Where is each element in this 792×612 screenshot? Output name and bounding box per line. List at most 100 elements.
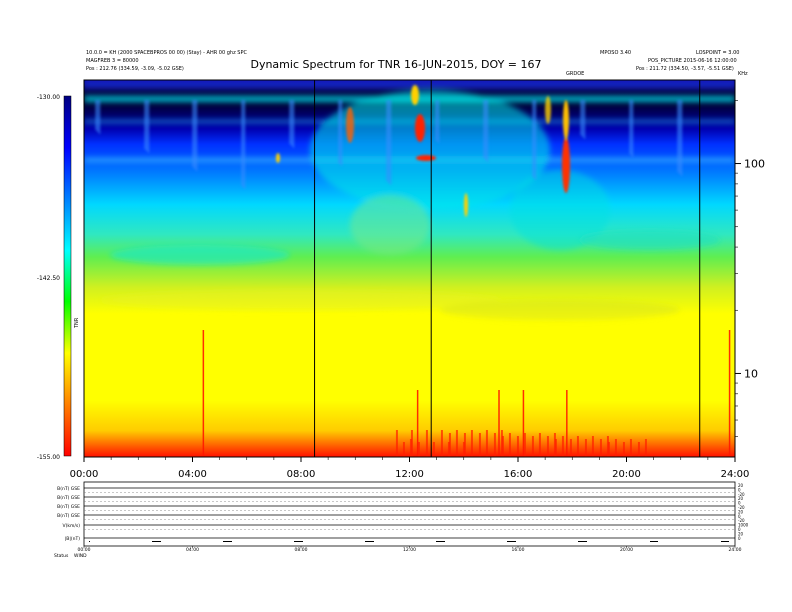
panel-right-tick: 0	[738, 487, 741, 492]
panel-dot	[584, 541, 585, 542]
panel-time-label: 24:00	[729, 547, 742, 553]
streak	[386, 100, 388, 181]
panel-dot	[368, 541, 369, 542]
streak	[243, 100, 245, 188]
streak	[244, 100, 246, 189]
colorbar: -130.00 -142.50 -155.00 TNR	[37, 94, 80, 461]
panel-right-tick: 20	[738, 531, 744, 536]
burst-grain	[546, 436, 549, 457]
panel-dot	[154, 541, 155, 542]
streak	[341, 100, 343, 166]
streak	[145, 100, 147, 150]
panel-dot	[155, 541, 156, 542]
panel-dot	[294, 541, 295, 542]
streak	[632, 100, 634, 157]
panel-dot	[650, 541, 651, 542]
panel-dot	[440, 541, 441, 542]
panel-dot	[160, 541, 161, 542]
streak	[580, 100, 582, 135]
panel-dot	[651, 541, 652, 542]
burst-grain	[500, 430, 503, 457]
panel-dot	[439, 541, 440, 542]
panel-right-tick: 20	[738, 496, 744, 501]
colorbar-tick-top: -130.00	[37, 94, 60, 101]
x-tick-label: 00:00	[70, 469, 99, 480]
streak	[98, 100, 100, 133]
burst-grain	[584, 439, 587, 457]
panel-dot	[724, 541, 725, 542]
streak	[339, 100, 341, 164]
panel-dot	[514, 541, 515, 542]
panel-dot	[725, 541, 726, 542]
panel-dot	[153, 541, 154, 542]
emission-small	[276, 153, 280, 163]
panel-dot	[723, 541, 724, 542]
panel-right-tick: 20	[738, 509, 744, 514]
panel-dot	[301, 541, 302, 542]
streak	[436, 100, 438, 141]
panel-dot	[371, 541, 372, 542]
colorbar-unit: TNR	[74, 317, 80, 329]
panel-dot	[722, 541, 723, 542]
panel-time-label: 00:00	[78, 547, 91, 553]
panel-dot	[158, 541, 159, 542]
burst-grain	[622, 442, 625, 457]
yellow-green-band	[100, 290, 500, 310]
burst-grain	[576, 436, 579, 457]
x-tick-label: 16:00	[504, 469, 533, 480]
panel-dot	[437, 541, 438, 542]
streak	[630, 100, 632, 155]
cyan-edge-right	[580, 230, 720, 250]
panel-time-label: 16:00	[512, 547, 525, 553]
panel-dot	[652, 541, 653, 542]
panel-dot	[653, 541, 654, 542]
emission-core-2b	[563, 100, 569, 140]
streak	[681, 100, 683, 176]
emission-core-3	[346, 107, 354, 143]
cyan-edge-left	[110, 245, 290, 265]
panel-dot	[580, 541, 581, 542]
streak	[389, 100, 391, 184]
burst-grain	[614, 439, 617, 457]
streak	[584, 100, 586, 139]
streak	[678, 100, 680, 173]
streak	[629, 100, 631, 154]
streak	[148, 100, 150, 153]
bottom-panel-frame	[83, 481, 736, 547]
panel-dot	[443, 541, 444, 542]
burst-grain	[409, 439, 412, 457]
streak	[532, 100, 534, 177]
x-tick-label: 04:00	[178, 469, 207, 480]
header-left-line2: MAGFREB 3 = 80000	[86, 58, 139, 64]
streak	[340, 100, 342, 165]
streak	[534, 100, 536, 179]
burst-grain	[447, 442, 450, 457]
panel-row-label: B(nT) GSE	[57, 486, 80, 492]
panel-dot	[721, 541, 722, 542]
streak	[338, 100, 340, 163]
panel-dot	[508, 541, 509, 542]
panel-dot	[657, 541, 658, 542]
burst-grain	[425, 430, 428, 457]
panel-right-tick: 0	[738, 514, 741, 519]
midday-enhancement	[310, 90, 550, 210]
streak	[194, 100, 196, 169]
streak	[96, 100, 98, 131]
yellow-green-band-2	[440, 300, 680, 320]
panel-dot	[370, 541, 371, 542]
panel-dot	[512, 541, 513, 542]
panel-dot	[367, 541, 368, 542]
streak	[387, 100, 389, 182]
panel-footer-value: WIND	[74, 553, 87, 559]
streak	[147, 100, 149, 152]
panel-dot	[442, 541, 443, 542]
panel-row-label: B(nT) GSE	[57, 504, 80, 510]
streak	[583, 100, 585, 138]
burst-grain	[599, 439, 602, 457]
streak	[290, 100, 292, 145]
streak	[146, 100, 148, 151]
header-right-line2: LOSPOINT = 3.00	[696, 50, 740, 56]
cyan-patch	[510, 170, 610, 250]
panel-dot	[586, 541, 587, 542]
